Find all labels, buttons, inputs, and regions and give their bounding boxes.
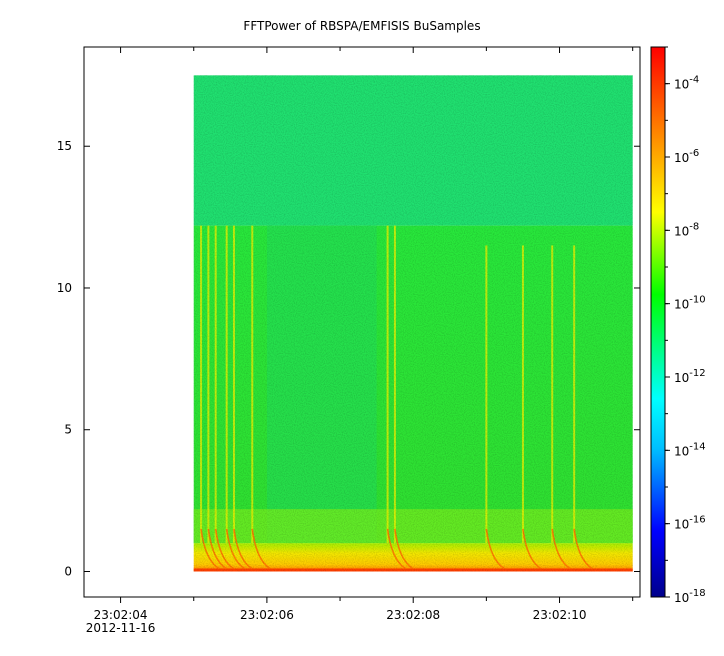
spectrogram-image bbox=[193, 75, 633, 572]
colorbar-tick-label: 10-10 bbox=[674, 295, 706, 312]
x-tick-label: 23:02:10 bbox=[533, 608, 587, 622]
y-tick-label: 15 bbox=[57, 139, 72, 153]
noise-texture bbox=[193, 75, 633, 572]
y-tick-label: 0 bbox=[64, 564, 72, 578]
x-tick-label: 23:02:06 bbox=[240, 608, 294, 622]
colorbar-tick-label: 10-16 bbox=[674, 515, 706, 532]
x-date-label: 2012-11-16 bbox=[86, 621, 156, 635]
chart-title: FFTPower of RBSPA/EMFISIS BuSamples bbox=[243, 19, 480, 33]
x-tick-label: 23:02:04 bbox=[94, 608, 148, 622]
colorbar-tick-label: 10-6 bbox=[674, 148, 699, 165]
colorbar-tick-label: 10-14 bbox=[674, 441, 706, 458]
colorbar-tick-label: 10-12 bbox=[674, 368, 706, 385]
colorbar-tick-label: 10-8 bbox=[674, 221, 699, 238]
x-tick-label: 23:02:08 bbox=[386, 608, 440, 622]
y-tick-label: 10 bbox=[57, 281, 72, 295]
y-axis: 0 5 10 15 bbox=[57, 139, 640, 578]
colorbar bbox=[650, 46, 666, 598]
colorbar-tick-label: 10-4 bbox=[674, 75, 699, 92]
colorbar-tick-label: 10-18 bbox=[674, 588, 706, 605]
colorbar-axis: 10-18 10-16 10-14 10-12 10-10 10-8 10-6 10-4 bbox=[665, 46, 706, 605]
y-tick-label: 5 bbox=[64, 423, 72, 437]
